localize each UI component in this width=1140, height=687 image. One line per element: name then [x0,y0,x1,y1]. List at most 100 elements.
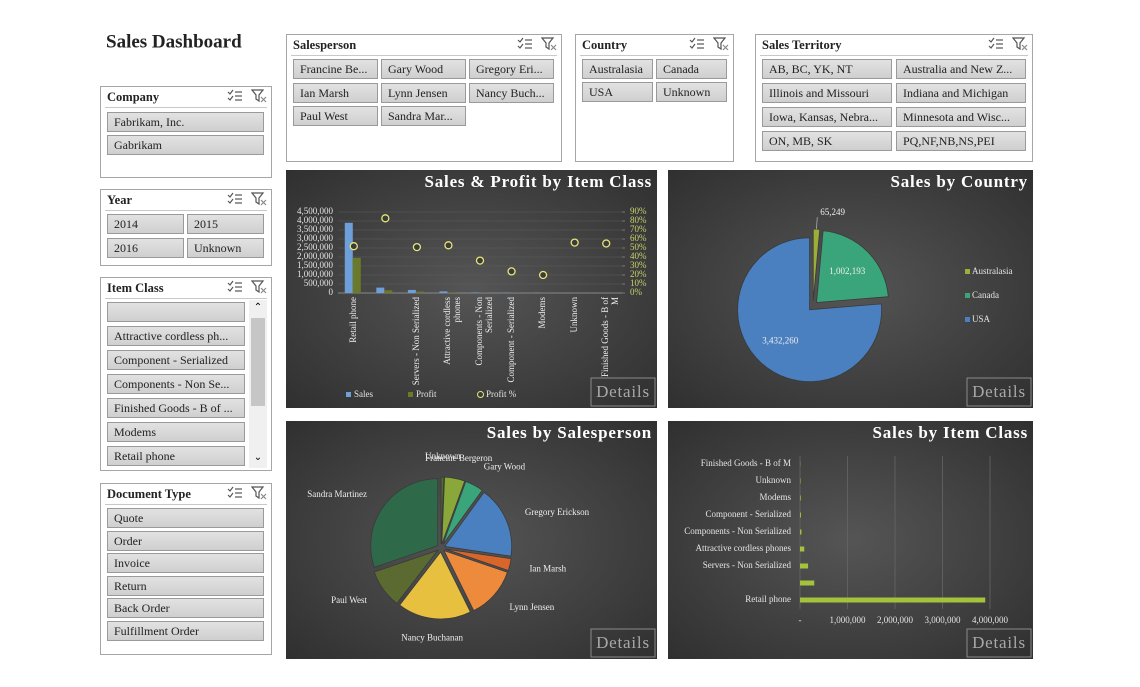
x-tick-label: Unknown [568,297,579,333]
x-tick-label: Component - Serialized [505,297,516,383]
slicer: Sales Territory AB, BC, YK, NT Australia a… [755,34,1033,162]
multi-select-button[interactable] [227,280,243,294]
slicer-item[interactable]: Gregory Eri... [469,59,554,79]
clear-filter-button[interactable] [250,486,267,500]
slicer-item[interactable]: Gary Wood [381,59,466,79]
clear-filter-button[interactable] [540,37,557,51]
slicer-item[interactable]: Australasia [582,59,653,79]
x-tick-label: Components - Non Serialized [474,297,494,366]
multi-select-button[interactable] [517,37,533,51]
profit-pct-point [412,242,422,252]
slicer-item[interactable]: Indiana and Michigan [896,83,1026,103]
slicer-item[interactable]: Illinois and Missouri [762,83,892,103]
slicer-item[interactable]: Invoice [107,553,264,574]
slicer-item[interactable]: Order [107,530,264,551]
scroll-down[interactable]: ⌄ [253,452,263,463]
multi-select-button[interactable] [689,37,705,51]
multi-select-button[interactable] [227,89,243,103]
slicer-item[interactable]: Attractive cordless ph... [107,326,245,346]
y-tick-label: 1,000,000 [297,269,334,279]
slicer-item[interactable]: Australia and New Z... [896,59,1026,79]
bar [344,222,353,293]
slicer-item[interactable]: Quote [107,508,264,528]
details-button[interactable]: Details [596,633,650,652]
slicer-item[interactable]: Unknown [656,82,727,102]
slicer-item[interactable]: Canada [656,59,727,79]
slicer-item[interactable]: Components - Non Se... [107,374,245,394]
details-button-frame[interactable] [966,377,1032,407]
legend-label: Profit [416,389,437,399]
slicer-item[interactable]: 2016 [107,238,184,258]
y-tick-label: 2,000,000 [297,251,334,261]
y-tick-label: 3,000,000 [297,233,334,243]
details-button[interactable]: Details [596,382,650,401]
slicer-item[interactable]: Ian Marsh [293,82,378,103]
bar [439,291,448,293]
slicer-item[interactable]: PQ,NF,NB,NS,PEI [896,131,1026,151]
data-label: 3,432,260 [762,335,799,345]
slicer-item[interactable]: Retail phone [107,446,245,466]
clear-filter-button[interactable] [712,37,729,51]
slicer-item[interactable]: 2014 [107,214,184,234]
slicer-title: Country [582,38,628,52]
slicer-item[interactable]: Fabrikam, Inc. [107,112,264,132]
scroll-thumb[interactable] [251,318,265,406]
slicer-item[interactable]: Francine Be... [293,59,378,79]
scroll-up[interactable]: ⌃ [253,302,263,313]
category-label: Gregory Erickson [525,507,590,517]
slicer-item[interactable]: 2015 [187,214,264,234]
chart-background [668,421,1033,659]
slicer-item[interactable]: Modems [107,422,245,442]
bar [471,292,479,293]
clear-filter-button[interactable] [1011,37,1028,51]
slicer-item[interactable]: USA [582,82,653,102]
slicer-item[interactable]: Component - Serialized [107,350,245,370]
slicer-header-line [580,55,729,56]
slicer-item[interactable]: Nancy Buch... [469,82,554,103]
slicer-item[interactable]: AB, BC, YK, NT [762,59,892,79]
clear-filter-button[interactable] [250,89,267,103]
slicer-item[interactable]: Back Order [107,598,264,619]
multi-select-button[interactable] [988,37,1004,51]
category-label: Gary Wood [484,462,526,472]
legend-swatch [346,392,351,397]
slicer-item[interactable]: Sandra Mar... [381,106,466,126]
slicer-item[interactable]: Paul West [293,106,378,126]
slicer-item[interactable]: Lynn Jensen [381,82,466,103]
slicer-item[interactable]: Gabrikam [107,135,264,155]
chart-title: Sales by Salesperson [487,423,652,442]
clear-filter-button[interactable] [250,192,267,206]
chart-title: Sales by Item Class [873,423,1028,442]
legend-label: Canada [972,290,999,300]
y-tick-label: 4,000,000 [297,215,334,225]
slicer-item[interactable]: Unknown [187,238,264,258]
slicer-item[interactable]: Return [107,575,264,596]
details-button-frame[interactable] [590,628,656,658]
slicer-item[interactable]: ON, MB, SK [762,131,892,151]
multi-select-button[interactable] [227,486,243,500]
bar [800,546,805,552]
multi-select-button[interactable] [227,192,243,206]
slicer-item[interactable]: Finished Goods - B of ... [107,398,245,418]
slicer-header-line [105,298,267,299]
pie-slice [442,480,483,545]
details-button[interactable]: Details [972,633,1026,652]
profit-pct-point [507,267,516,276]
slicer: Document Type Quote Order Invoice Return Back… [100,483,272,655]
category-label: Francine Bergeron [425,453,493,463]
details-button[interactable]: Details [972,382,1026,401]
slicer-item[interactable]: Iowa, Kansas, Nebra... [762,107,892,127]
details-button-frame[interactable] [590,377,656,407]
slicer-item[interactable]: Minnesota and Wisc... [896,107,1026,127]
chart-title: Sales & Profit by Item Class [425,172,653,191]
clear-filter-button[interactable] [250,280,267,294]
x-tick-label: Modems [537,297,548,329]
y2-tick-label: 50% [630,242,647,252]
details-button-frame[interactable] [966,628,1032,658]
slicer-item[interactable]: Fulfillment Order [107,621,264,641]
slicer-item[interactable] [107,302,245,322]
x-tick-label: Servers - Non Serialized [410,297,421,386]
profit-pct-point [381,214,390,223]
y-tick-label: 2,500,000 [297,242,334,252]
